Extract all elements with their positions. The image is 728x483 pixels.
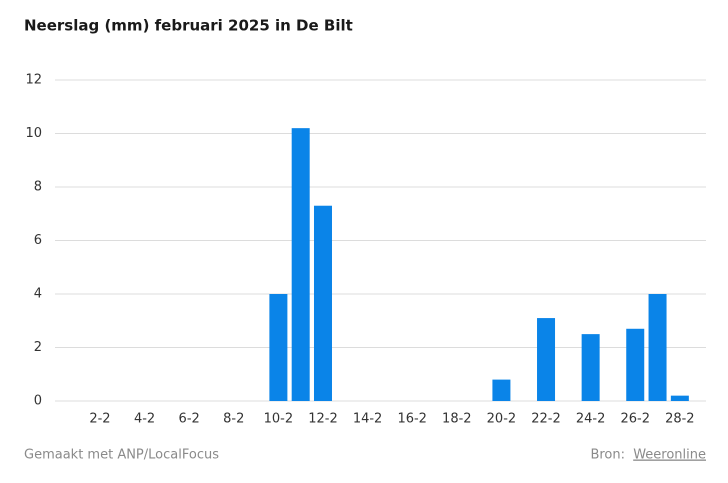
x-tick-label: 28-2	[665, 412, 695, 427]
x-tick-label: 18-2	[442, 412, 472, 427]
y-tick-label: 8	[34, 180, 42, 195]
x-tick-label: 22-2	[531, 412, 561, 427]
bar	[648, 294, 667, 401]
x-tick-label: 14-2	[353, 412, 383, 427]
x-tick-label: 10-2	[264, 412, 294, 427]
x-tick-label: 24-2	[576, 412, 606, 427]
x-tick-label: 16-2	[397, 412, 427, 427]
bar	[291, 128, 310, 401]
x-tick-label: 2-2	[89, 412, 110, 427]
source-label: Bron:	[590, 448, 625, 463]
bar	[581, 334, 600, 401]
source-link[interactable]: Weeronline	[633, 448, 706, 463]
x-tick-label: 4-2	[134, 412, 155, 427]
y-tick-label: 0	[34, 394, 42, 409]
x-tick-label: 26-2	[620, 412, 650, 427]
x-tick-label: 8-2	[223, 412, 244, 427]
bar	[313, 205, 332, 401]
x-tick-label: 6-2	[179, 412, 200, 427]
x-tick-label: 12-2	[308, 412, 338, 427]
y-tick-label: 12	[25, 73, 42, 88]
y-tick-label: 10	[25, 126, 42, 141]
y-tick-label: 2	[34, 340, 42, 355]
y-tick-label: 4	[34, 287, 42, 302]
bar	[670, 395, 689, 401]
made-with: Gemaakt met ANP/LocalFocus	[24, 448, 219, 463]
y-tick-label: 6	[34, 233, 42, 248]
chart-title: Neerslag (mm) februari 2025 in De Bilt	[24, 17, 353, 35]
bar	[537, 318, 556, 401]
bar	[626, 328, 645, 401]
x-tick-label: 20-2	[487, 412, 517, 427]
bar	[269, 294, 288, 401]
bar	[492, 379, 511, 401]
